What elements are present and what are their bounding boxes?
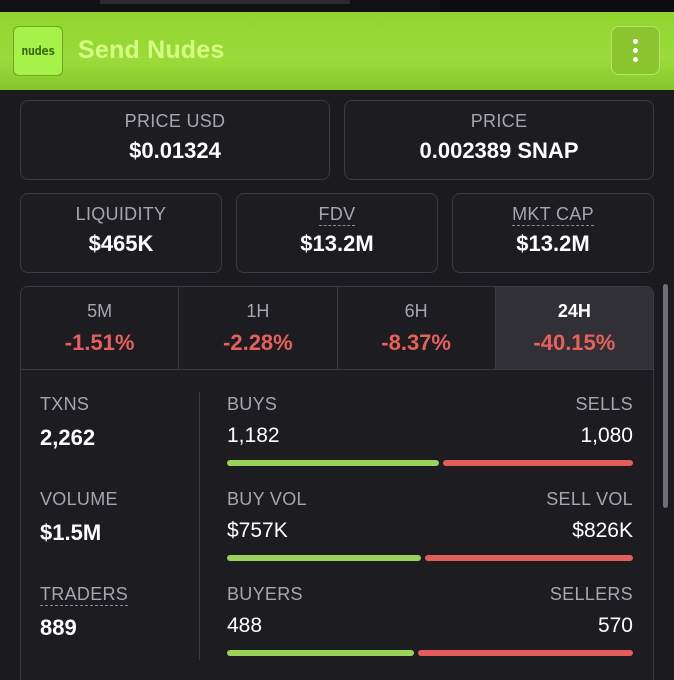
txns-stat: TXNS 2,262 bbox=[40, 394, 95, 451]
more-vertical-icon bbox=[633, 39, 638, 62]
txns-value: 2,262 bbox=[40, 425, 96, 450]
sells-value: 1,080 bbox=[580, 424, 633, 447]
sell-vol-label: SELL VOL bbox=[546, 489, 633, 509]
traders-label: TRADERS bbox=[40, 584, 129, 606]
token-logo: nudes bbox=[13, 26, 63, 76]
sellers-bar bbox=[418, 650, 633, 656]
buyers-bar bbox=[227, 650, 415, 656]
buys-sells-ratio-bar bbox=[227, 460, 633, 466]
buy-vol-bar bbox=[227, 555, 422, 561]
scrollbar[interactable] bbox=[663, 284, 668, 508]
buys-label: BUYS bbox=[227, 394, 278, 414]
token-title: Send Nudes bbox=[78, 36, 225, 64]
tab-1h[interactable]: 1H -2.28% bbox=[179, 287, 338, 369]
liquidity-value: $465K bbox=[88, 231, 154, 256]
top-strip-segment-right bbox=[440, 0, 674, 12]
price-native-label: PRICE bbox=[470, 111, 528, 131]
tab-6h[interactable]: 6H -8.37% bbox=[337, 287, 496, 369]
txns-label: TXNS bbox=[40, 394, 90, 414]
buyers-sellers-ratio-bar bbox=[227, 650, 633, 656]
tab-change: -8.37% bbox=[381, 330, 451, 355]
tab-label: 6H bbox=[404, 301, 428, 321]
tab-label: 1H bbox=[246, 301, 270, 321]
buy-sell-vol-stat: BUY VOL SELL VOL $757K $826K bbox=[227, 489, 633, 561]
tab-change: -2.28% bbox=[223, 330, 293, 355]
stats-divider bbox=[199, 392, 200, 660]
price-usd-card: PRICE USD $0.01324 bbox=[20, 100, 330, 180]
timeframe-tabs: 5M -1.51% 1H -2.28% 6H -8.37% 24H -40.15… bbox=[20, 286, 654, 370]
volume-stat: VOLUME $1.5M bbox=[40, 489, 118, 546]
traders-value: 889 bbox=[40, 615, 77, 640]
buyers-value: 488 bbox=[227, 614, 263, 637]
price-native-card: PRICE 0.002389 SNAP bbox=[344, 100, 654, 180]
tab-change: -40.15% bbox=[533, 330, 616, 355]
fdv-value: $13.2M bbox=[300, 231, 374, 256]
price-native-value: 0.002389 SNAP bbox=[419, 138, 579, 163]
tab-label: 5M bbox=[87, 301, 113, 321]
sells-bar bbox=[443, 460, 633, 466]
liquidity-label: LIQUIDITY bbox=[75, 204, 167, 224]
sellers-label: SELLERS bbox=[549, 584, 633, 604]
sellers-value: 570 bbox=[597, 614, 633, 637]
token-logo-text: nudes bbox=[21, 44, 55, 58]
liquidity-card: LIQUIDITY $465K bbox=[20, 193, 222, 273]
more-menu-button[interactable] bbox=[611, 26, 660, 75]
buys-bar bbox=[227, 460, 440, 466]
sells-label: SELLS bbox=[575, 394, 633, 414]
fdv-label: FDV bbox=[318, 204, 356, 226]
fdv-card[interactable]: FDV $13.2M bbox=[236, 193, 438, 273]
mkt-cap-label: MKT CAP bbox=[512, 204, 594, 226]
volume-value: $1.5M bbox=[40, 520, 102, 545]
sell-vol-bar bbox=[425, 555, 633, 561]
price-usd-label: PRICE USD bbox=[124, 111, 226, 131]
volume-label: VOLUME bbox=[40, 489, 118, 509]
buys-sells-stat: BUYS SELLS 1,182 1,080 bbox=[227, 394, 633, 466]
main-panel: PRICE USD $0.01324 PRICE 0.002389 SNAP L… bbox=[0, 90, 674, 680]
token-header: nudes Send Nudes bbox=[0, 12, 674, 90]
mkt-cap-card[interactable]: MKT CAP $13.2M bbox=[452, 193, 654, 273]
tab-label: 24H bbox=[557, 301, 591, 321]
traders-stat[interactable]: TRADERS 889 bbox=[40, 584, 129, 641]
buys-value: 1,182 bbox=[227, 424, 280, 447]
mkt-cap-value: $13.2M bbox=[516, 231, 590, 256]
tab-change: -1.51% bbox=[64, 330, 135, 355]
tab-5m[interactable]: 5M -1.51% bbox=[21, 287, 180, 369]
sell-vol-value: $826K bbox=[572, 519, 633, 542]
trading-stats: TXNS 2,262 VOLUME $1.5M TRADERS 889 BUYS… bbox=[20, 370, 654, 680]
price-usd-value: $0.01324 bbox=[129, 138, 221, 163]
buy-vol-label: BUY VOL bbox=[227, 489, 307, 509]
top-strip-segment bbox=[100, 0, 350, 4]
buy-vol-value: $757K bbox=[227, 519, 288, 542]
buyers-label: BUYERS bbox=[227, 584, 303, 604]
tab-24h[interactable]: 24H -40.15% bbox=[495, 287, 653, 369]
top-strip bbox=[0, 0, 674, 12]
buy-sell-vol-ratio-bar bbox=[227, 555, 633, 561]
buyers-sellers-stat: BUYERS SELLERS 488 570 bbox=[227, 584, 633, 656]
